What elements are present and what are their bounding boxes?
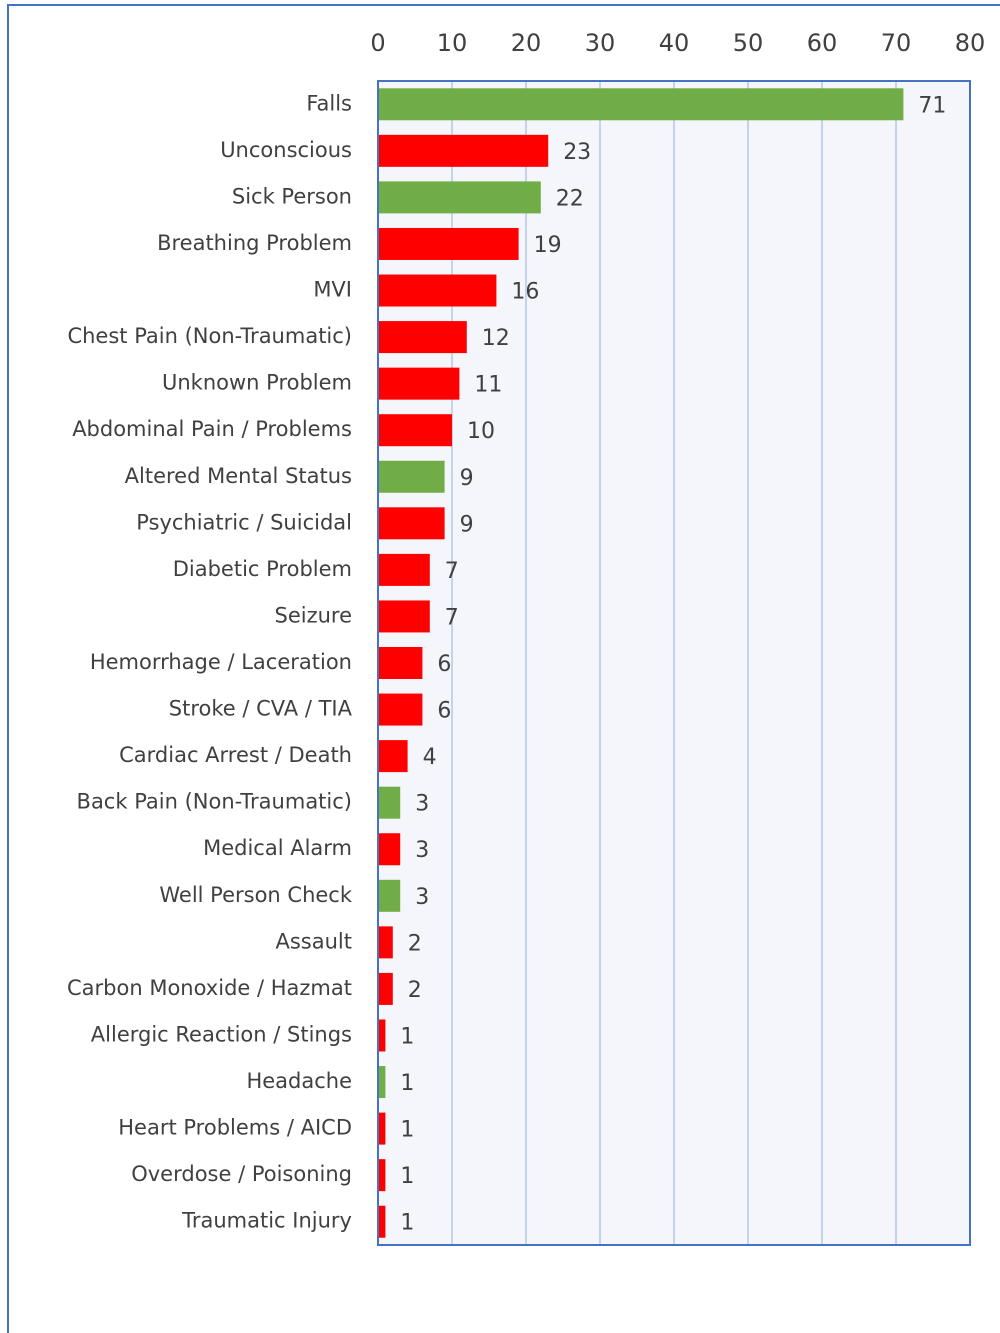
bar (378, 879, 401, 912)
bar (378, 786, 401, 819)
bar (378, 460, 445, 493)
y-tick-label: Heart Problems / AICD (118, 1116, 352, 1140)
value-label: 9 (460, 512, 474, 537)
bar (378, 926, 393, 959)
value-label: 2 (408, 978, 422, 1003)
y-tick-label: Abdominal Pain / Problems (72, 417, 352, 441)
value-label: 4 (423, 745, 437, 770)
value-label: 3 (415, 792, 429, 817)
bar (378, 367, 460, 400)
value-label: 1 (400, 1211, 414, 1236)
bar (378, 134, 549, 167)
bar (378, 693, 423, 726)
y-tick-label: MVI (313, 278, 352, 302)
value-label: 1 (400, 1024, 414, 1049)
value-label: 10 (467, 419, 495, 444)
y-tick-label: Seizure (274, 603, 352, 627)
bar (378, 321, 467, 354)
x-tick-label: 70 (881, 29, 912, 57)
x-tick-label: 80 (955, 29, 986, 57)
y-tick-label: Unknown Problem (162, 371, 352, 395)
plot-border (377, 80, 971, 1246)
y-tick-label: Diabetic Problem (173, 557, 352, 581)
value-label: 6 (437, 699, 451, 724)
value-label: 7 (445, 605, 459, 630)
value-label: 2 (408, 931, 422, 956)
y-tick-label: Headache (246, 1069, 352, 1093)
bar (378, 740, 408, 773)
bar (378, 553, 430, 586)
bar (378, 1159, 386, 1192)
y-tick-label: Overdose / Poisoning (131, 1162, 352, 1186)
y-tick-label: Allergic Reaction / Stings (91, 1022, 352, 1046)
bar (378, 1019, 386, 1052)
x-tick-label: 60 (807, 29, 838, 57)
value-label: 1 (400, 1118, 414, 1143)
bar (378, 274, 497, 307)
bar (378, 88, 904, 121)
y-tick-label: Chest Pain (Non-Traumatic) (67, 324, 352, 348)
y-tick-label: Traumatic Injury (181, 1209, 352, 1233)
bar (378, 647, 423, 679)
x-tick-label: 0 (370, 29, 385, 57)
value-label: 7 (445, 559, 459, 584)
value-label: 3 (415, 838, 429, 863)
y-tick-label: Altered Mental Status (125, 464, 352, 488)
x-tick-label: 40 (659, 29, 690, 57)
value-label: 23 (563, 140, 591, 165)
y-tick-label: Medical Alarm (203, 836, 352, 860)
bar (378, 414, 452, 447)
value-label: 12 (482, 326, 510, 351)
bar (378, 1066, 386, 1099)
value-label: 6 (437, 652, 451, 677)
y-tick-label: Sick Person (232, 184, 352, 208)
y-tick-label: Back Pain (Non-Traumatic) (77, 790, 352, 814)
value-label: 3 (415, 885, 429, 910)
value-label: 16 (511, 280, 539, 305)
x-tick-label: 20 (511, 29, 542, 57)
bar (378, 600, 430, 633)
bar (378, 1112, 386, 1145)
y-tick-label: Carbon Monoxide / Hazmat (67, 976, 352, 1000)
bar (378, 181, 541, 214)
bar (378, 833, 401, 866)
value-label: 1 (400, 1071, 414, 1096)
value-label: 19 (534, 233, 562, 258)
y-tick-label: Psychiatric / Suicidal (136, 510, 352, 534)
value-label: 1 (400, 1164, 414, 1189)
bar (378, 1205, 386, 1238)
y-tick-label: Unconscious (220, 138, 352, 162)
bar (378, 507, 445, 540)
bar (378, 227, 519, 260)
y-tick-label: Falls (306, 91, 352, 115)
value-label: 9 (460, 466, 474, 491)
x-tick-label: 30 (585, 29, 616, 57)
y-tick-label: Assault (276, 929, 353, 953)
value-label: 71 (918, 93, 946, 118)
y-tick-label: Breathing Problem (157, 231, 352, 255)
value-label: 22 (556, 186, 584, 211)
value-label: 11 (474, 373, 502, 398)
frame (7, 4, 1000, 1333)
y-tick-label: Hemorrhage / Laceration (90, 650, 352, 674)
x-tick-label: 10 (437, 29, 468, 57)
bar (378, 972, 393, 1005)
y-tick-label: Well Person Check (159, 883, 352, 907)
y-tick-label: Stroke / CVA / TIA (169, 697, 353, 721)
y-tick-label: Cardiac Arrest / Death (119, 743, 352, 767)
x-tick-label: 50 (733, 29, 764, 57)
